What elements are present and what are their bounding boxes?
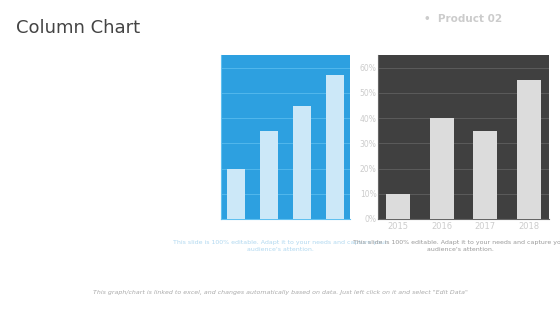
- Text: This slide is 100% editable. Adapt it to your needs and capture your
audience's : This slide is 100% editable. Adapt it to…: [353, 240, 560, 252]
- Bar: [326, 75, 344, 219]
- Text: This slide is 100% editable. Adapt it to your needs and capture your
audience's : This slide is 100% editable. Adapt it to…: [172, 240, 388, 252]
- Text: Column Chart: Column Chart: [16, 19, 140, 37]
- Text: •  Product 02: • Product 02: [424, 14, 502, 24]
- Bar: [293, 106, 311, 219]
- Text: •  Product 01: • Product 01: [246, 14, 325, 24]
- Bar: [227, 169, 245, 219]
- Text: This graph/chart is linked to excel, and changes automatically based on data. Ju: This graph/chart is linked to excel, and…: [92, 290, 468, 295]
- Bar: [260, 131, 278, 219]
- Bar: [517, 80, 541, 219]
- Bar: [473, 131, 497, 219]
- Bar: [386, 194, 410, 219]
- Bar: [430, 118, 454, 219]
